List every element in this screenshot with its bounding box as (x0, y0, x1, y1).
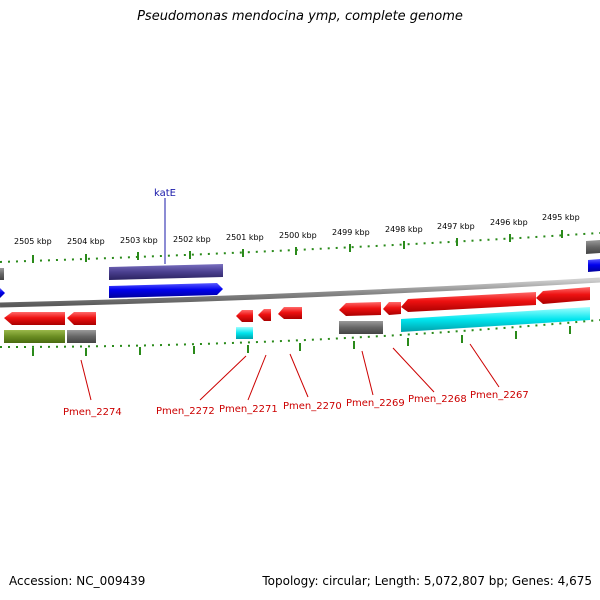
feature-purple (109, 264, 223, 280)
gene-label-pmen-2267: Pmen_2267 (470, 390, 529, 401)
feature-grey-right (586, 240, 600, 254)
scale-label: 2503 kbp (120, 236, 158, 245)
feature-arrow-blue (0, 288, 5, 298)
scale-label: 2500 kbp (279, 231, 317, 240)
scale-label: 2497 kbp (437, 222, 475, 231)
scale-label: 2504 kbp (67, 237, 105, 246)
scale-label: 2496 kbp (490, 218, 528, 227)
genome-backbone (0, 277, 600, 308)
map-title: Pseudomonas mendocina ymp, complete geno… (137, 9, 463, 24)
outer-scale (0, 230, 600, 263)
inner-scale (0, 319, 600, 356)
gene-label-pmen-2270: Pmen_2270 (283, 401, 342, 412)
scale-labels: 2505 kbp 2504 kbp 2503 kbp 2502 kbp 2501… (14, 213, 580, 246)
scale-label: 2499 kbp (332, 228, 370, 237)
topology-text: Topology: circular; Length: 5,072,807 bp… (262, 574, 592, 588)
gene-label-pmen-2274: Pmen_2274 (63, 407, 122, 418)
feature-katE (109, 283, 223, 298)
feature-grey (0, 268, 4, 280)
reverse-features (4, 287, 590, 343)
scale-label: 2501 kbp (226, 233, 264, 242)
accession-text: Accession: NC_009439 (9, 574, 146, 588)
gene-label-katE: katE (154, 188, 176, 199)
gene-label-pmen-2268: Pmen_2268 (408, 394, 467, 405)
scale-label: 2505 kbp (14, 237, 52, 246)
scale-label: 2502 kbp (173, 235, 211, 244)
scale-label: 2498 kbp (385, 225, 423, 234)
forward-features (0, 240, 600, 298)
gene-label-pmen-2272: Pmen_2272 (156, 406, 215, 417)
gene-label-pmen-2269: Pmen_2269 (346, 398, 405, 409)
scale-label: 2495 kbp (542, 213, 580, 222)
label-leaders (80, 198, 500, 401)
feature-blue-right (588, 259, 600, 272)
gene-label-pmen-2271: Pmen_2271 (219, 404, 278, 415)
